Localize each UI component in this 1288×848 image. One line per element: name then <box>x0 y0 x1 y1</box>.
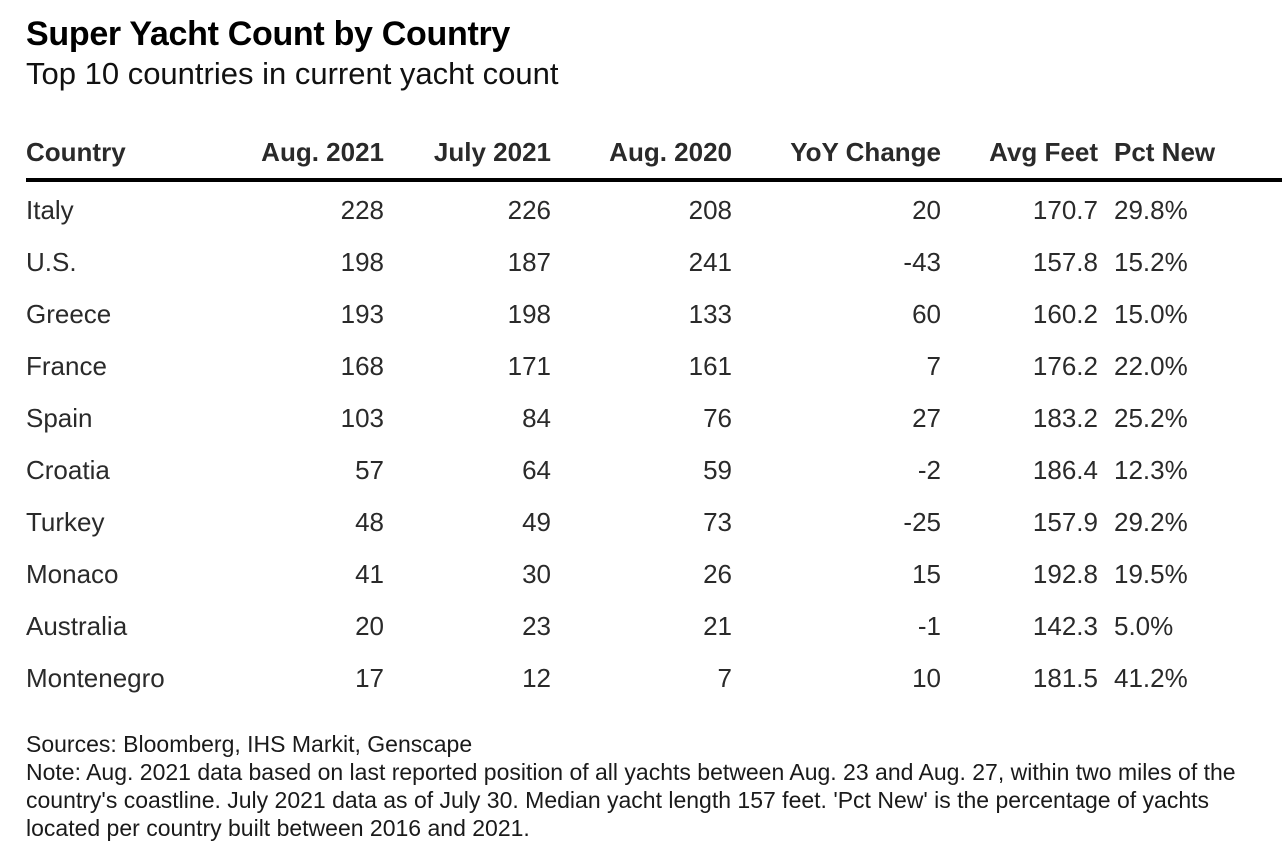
country-cell: Italy <box>26 194 74 225</box>
value-cell: 176.2 <box>1032 350 1098 381</box>
value-cell: 157.8 <box>1032 246 1098 277</box>
table-row: France 168 171 161 7 176.2 22.0% <box>26 340 1282 392</box>
column-header: Avg Feet <box>941 130 1098 182</box>
value-cell: -2 <box>917 454 941 485</box>
value-cell: 59 <box>703 454 732 485</box>
value-cell: 198 <box>340 246 384 277</box>
column-header: Aug. 2021 <box>221 130 384 182</box>
table-row: Monaco 41 30 26 15 192.8 19.5% <box>26 548 1282 600</box>
value-cell: 22.0% <box>1114 350 1188 381</box>
value-cell: 241 <box>688 246 732 277</box>
value-cell: 29.8% <box>1114 194 1188 225</box>
value-cell: 26 <box>703 558 732 589</box>
value-cell: 103 <box>340 402 384 433</box>
value-cell: 170.7 <box>1032 194 1098 225</box>
country-cell: U.S. <box>26 246 77 277</box>
value-cell: 157.9 <box>1032 506 1098 537</box>
yacht-table: Country Aug. 2021 July 2021 Aug. 2020 Yo… <box>26 130 1282 704</box>
table-body: Italy 228 226 208 20 170.7 29.8% U.S. 198 187 241 -… <box>26 180 1282 704</box>
country-cell: Monaco <box>26 558 119 589</box>
country-cell: Greece <box>26 298 112 329</box>
value-cell: 228 <box>340 194 384 225</box>
table-row: Greece 193 198 133 60 160.2 15.0% <box>26 288 1282 340</box>
column-header: Country <box>26 130 221 182</box>
country-cell: Turkey <box>26 506 105 537</box>
column-header: July 2021 <box>384 130 551 182</box>
value-cell: 21 <box>703 610 732 641</box>
value-cell: 57 <box>355 454 384 485</box>
value-cell: 41.2% <box>1114 662 1188 693</box>
table-row: Australia 20 23 21 -1 142.3 5.0% <box>26 600 1282 652</box>
value-cell: 193 <box>340 298 384 329</box>
value-cell: 29.2% <box>1114 506 1188 537</box>
value-cell: 25.2% <box>1114 402 1188 433</box>
value-cell: 12 <box>522 662 551 693</box>
value-cell: -1 <box>917 610 941 641</box>
country-cell: Spain <box>26 402 93 433</box>
value-cell: 5.0% <box>1114 610 1174 641</box>
table-row: Montenegro 17 12 7 10 181.5 41.2% <box>26 652 1282 704</box>
value-cell: 7 <box>717 662 732 693</box>
value-cell: 187 <box>507 246 551 277</box>
value-cell: 226 <box>507 194 551 225</box>
value-cell: 23 <box>522 610 551 641</box>
value-cell: 171 <box>507 350 551 381</box>
value-cell: 64 <box>522 454 551 485</box>
value-cell: 198 <box>507 298 551 329</box>
value-cell: 41 <box>355 558 384 589</box>
chart-subtitle: Top 10 countries in current yacht count <box>26 56 559 91</box>
value-cell: 49 <box>522 506 551 537</box>
value-cell: 183.2 <box>1032 402 1098 433</box>
value-cell: 20 <box>355 610 384 641</box>
value-cell: 19.5% <box>1114 558 1188 589</box>
value-cell: 7 <box>926 350 941 381</box>
value-cell: -43 <box>903 246 941 277</box>
value-cell: -25 <box>903 506 941 537</box>
value-cell: 20 <box>912 194 941 225</box>
table-row: Croatia 57 64 59 -2 186.4 12.3% <box>26 444 1282 496</box>
chart-container: Super Yacht Count by Country Top 10 coun… <box>26 15 1282 842</box>
column-header: Aug. 2020 <box>551 130 732 182</box>
value-cell: 84 <box>522 402 551 433</box>
sources-note: Sources: Bloomberg, IHS Markit, Genscape <box>26 731 473 757</box>
country-cell: Croatia <box>26 454 110 485</box>
value-cell: 27 <box>912 402 941 433</box>
value-cell: 142.3 <box>1032 610 1098 641</box>
column-header: YoY Change <box>732 130 941 182</box>
column-header: Pct New <box>1098 130 1282 182</box>
country-cell: France <box>26 350 107 381</box>
value-cell: 10 <box>912 662 941 693</box>
table-row: Turkey 48 49 73 -25 157.9 29.2% <box>26 496 1282 548</box>
value-cell: 168 <box>340 350 384 381</box>
value-cell: 15.2% <box>1114 246 1188 277</box>
methodology-note: Note: Aug. 2021 data based on last repor… <box>26 759 1236 841</box>
value-cell: 186.4 <box>1032 454 1098 485</box>
value-cell: 15.0% <box>1114 298 1188 329</box>
value-cell: 17 <box>355 662 384 693</box>
value-cell: 161 <box>688 350 732 381</box>
country-cell: Montenegro <box>26 662 165 693</box>
value-cell: 181.5 <box>1032 662 1098 693</box>
value-cell: 73 <box>703 506 732 537</box>
value-cell: 60 <box>912 298 941 329</box>
value-cell: 192.8 <box>1032 558 1098 589</box>
value-cell: 48 <box>355 506 384 537</box>
chart-footer: Sources: Bloomberg, IHS Markit, Genscape… <box>26 730 1256 842</box>
chart-title: Super Yacht Count by Country <box>26 15 511 53</box>
table-header-row: Country Aug. 2021 July 2021 Aug. 2020 Yo… <box>26 130 1282 182</box>
value-cell: 12.3% <box>1114 454 1188 485</box>
table-row: Italy 228 226 208 20 170.7 29.8% <box>26 180 1282 236</box>
country-cell: Australia <box>26 610 128 641</box>
value-cell: 30 <box>522 558 551 589</box>
value-cell: 15 <box>912 558 941 589</box>
table-row: Spain 103 84 76 27 183.2 25.2% <box>26 392 1282 444</box>
value-cell: 208 <box>688 194 732 225</box>
value-cell: 76 <box>703 402 732 433</box>
value-cell: 160.2 <box>1032 298 1098 329</box>
table-row: U.S. 198 187 241 -43 157.8 15.2% <box>26 236 1282 288</box>
value-cell: 133 <box>688 298 732 329</box>
